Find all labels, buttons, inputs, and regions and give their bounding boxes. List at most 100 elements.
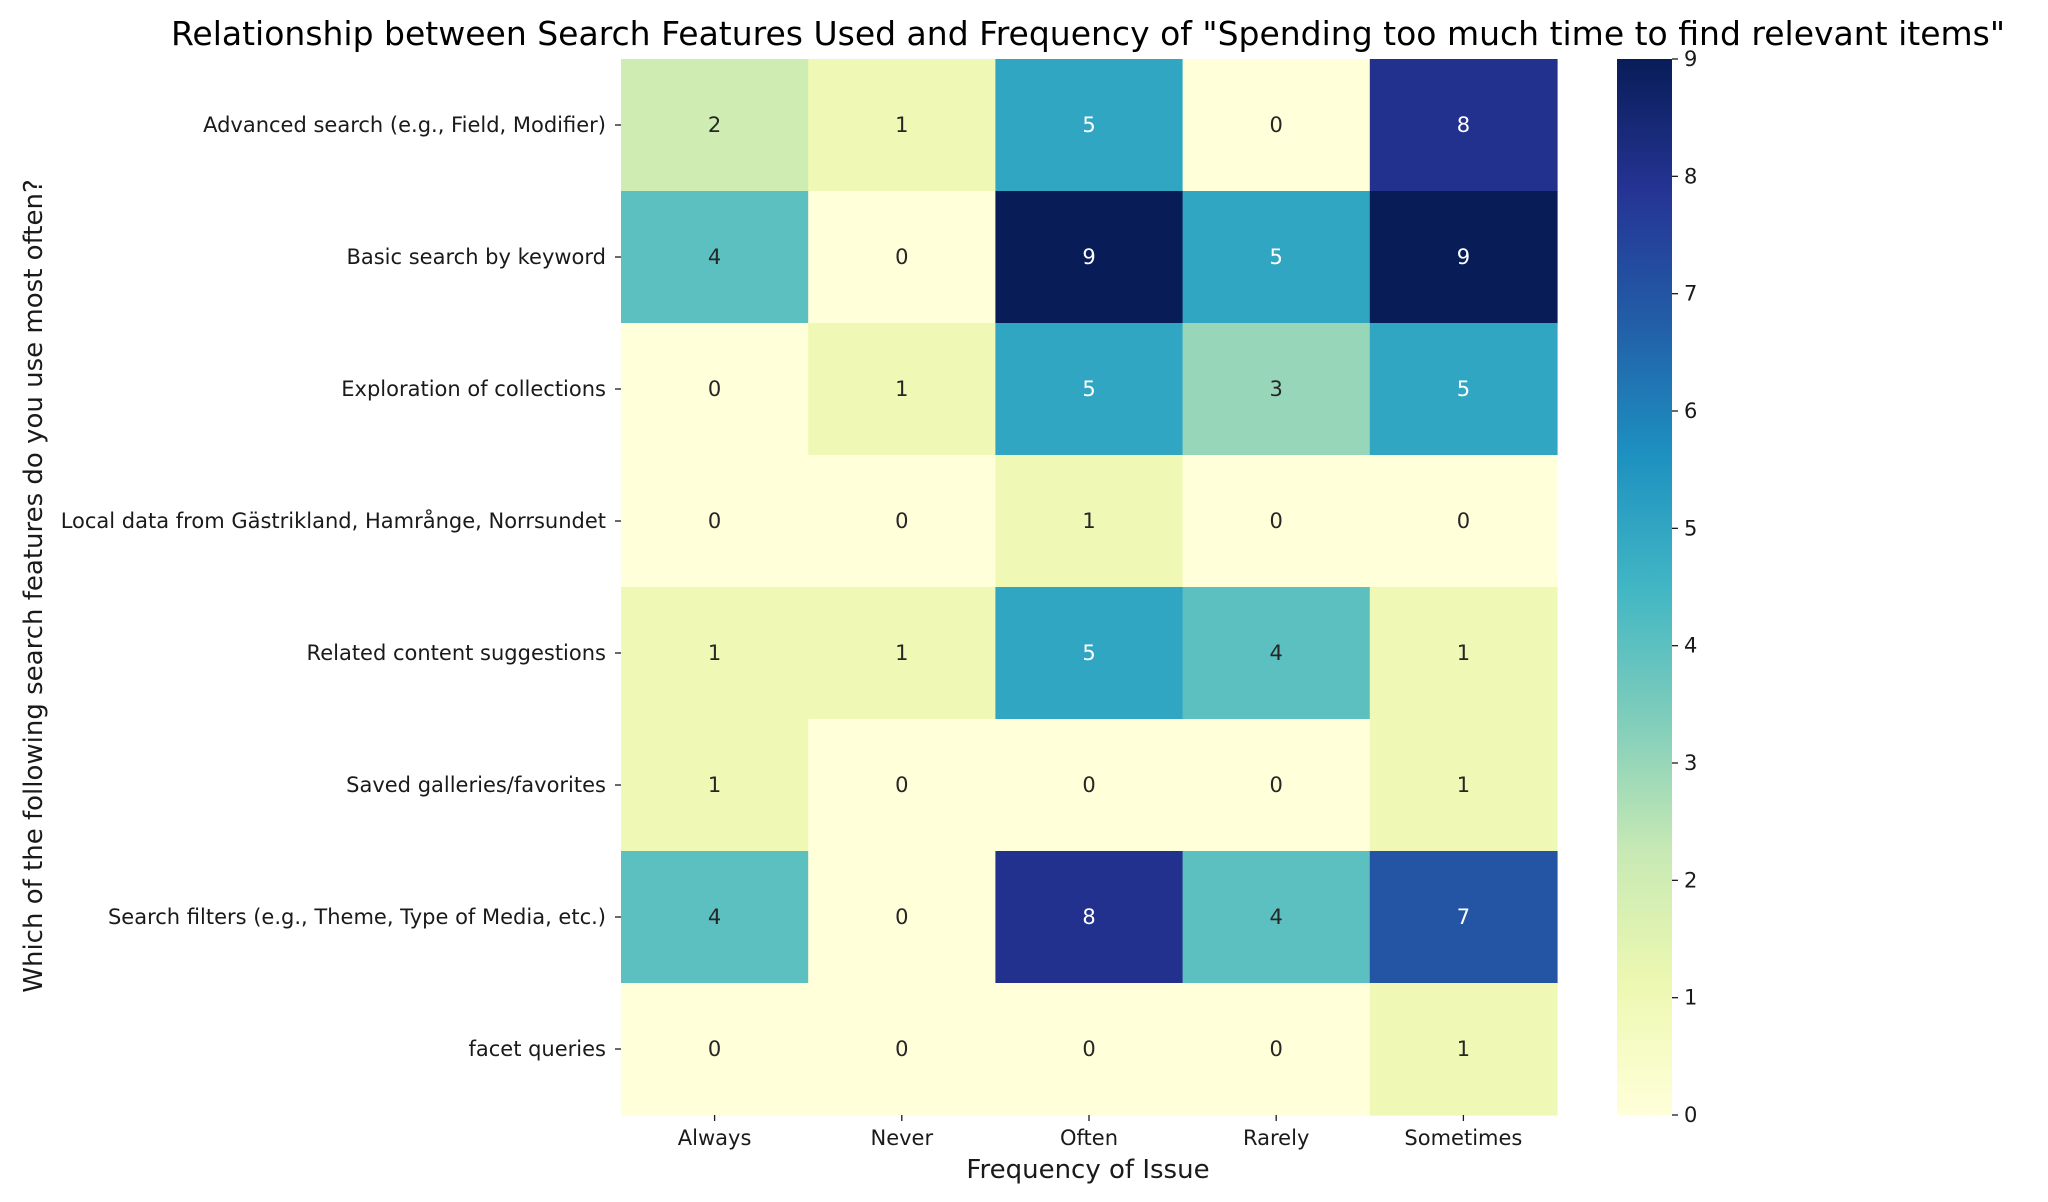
y-tick-label-search-filters-e-g-theme-type-of-media-etc: Search filters (e.g., Theme, Type of Med… xyxy=(108,905,606,929)
y-axis-label: Which of the following search features d… xyxy=(19,179,49,992)
cell-value-label: 0 xyxy=(895,905,908,929)
y-tick-label-related-content-suggestions: Related content suggestions xyxy=(307,641,606,665)
cell-value-label: 0 xyxy=(895,245,908,269)
cell-value-label: 7 xyxy=(1457,905,1470,929)
heatmap-cell-3-4 xyxy=(1369,455,1558,588)
heatmap-cell-0-2 xyxy=(995,59,1184,192)
cell-value-label: 4 xyxy=(708,245,721,269)
cell-value-label: 1 xyxy=(1457,773,1470,797)
heatmap-cells xyxy=(621,59,1558,1116)
heatmap-cell-2-3 xyxy=(1182,323,1371,456)
heatmap-cell-2-0 xyxy=(621,323,809,456)
cell-value-label: 0 xyxy=(1270,113,1283,137)
colorbar-tick-label-6: 6 xyxy=(1684,399,1697,423)
heatmap-cell-7-2 xyxy=(995,983,1184,1116)
cell-value-label: 0 xyxy=(895,773,908,797)
heatmap-cell-3-2 xyxy=(995,455,1184,588)
heatmap-cell-5-0 xyxy=(621,719,809,852)
x-axis: Always Never Often Rarely Sometimes xyxy=(678,1115,1522,1150)
heatmap-cell-5-1 xyxy=(808,719,996,852)
cell-value-label: 0 xyxy=(1270,773,1283,797)
cell-value-label: 4 xyxy=(1270,905,1283,929)
colorbar-tick-label-3: 3 xyxy=(1684,751,1697,775)
heatmap-cell-1-0 xyxy=(621,191,809,324)
cell-value-label: 2 xyxy=(708,113,721,137)
heatmap-cell-1-3 xyxy=(1182,191,1371,324)
heatmap-cell-3-0 xyxy=(621,455,809,588)
x-tick-label-always: Always xyxy=(678,1126,752,1150)
heatmap-cell-7-1 xyxy=(808,983,996,1116)
heatmap-cell-7-3 xyxy=(1182,983,1371,1116)
cell-value-label: 0 xyxy=(708,377,721,401)
heatmap-cell-6-4 xyxy=(1369,851,1558,984)
y-tick-label-saved-galleries-favorites: Saved galleries/favorites xyxy=(346,773,606,797)
cell-value-label: 8 xyxy=(1082,905,1095,929)
heatmap-cell-6-3 xyxy=(1182,851,1371,984)
heatmap-cell-4-2 xyxy=(995,587,1184,720)
y-axis: Advanced search (e.g., Field, Modifier) B… xyxy=(61,113,621,1061)
cell-value-label: 0 xyxy=(708,1037,721,1061)
heatmap-cell-4-4 xyxy=(1369,587,1558,720)
x-tick-label-sometimes: Sometimes xyxy=(1404,1126,1522,1150)
cell-value-label: 1 xyxy=(895,641,908,665)
colorbar-tick-label-0: 0 xyxy=(1684,1103,1697,1127)
heatmap-cell-7-0 xyxy=(621,983,809,1116)
cell-value-label: 5 xyxy=(1457,377,1470,401)
cell-value-label: 1 xyxy=(895,113,908,137)
x-tick-label-never: Never xyxy=(870,1126,933,1150)
cell-value-label: 0 xyxy=(895,509,908,533)
heatmap-cell-6-1 xyxy=(808,851,996,984)
cell-value-label: 0 xyxy=(1270,509,1283,533)
colorbar-tick-label-8: 8 xyxy=(1684,164,1697,188)
y-tick-label-advanced-search-e-g-field-modifier: Advanced search (e.g., Field, Modifier) xyxy=(203,113,606,137)
x-tick-label-rarely: Rarely xyxy=(1243,1126,1309,1150)
cell-value-label: 0 xyxy=(895,1037,908,1061)
heatmap-cell-5-4 xyxy=(1369,719,1558,852)
heatmap-cell-labels: 2 1 5 0 8 4 0 9 5 9 0 1 5 3 5 0 0 1 0 0 1 1 5 4 1 1 0 0 0 1 4 0 8 4 7 0 0 0 0 1 xyxy=(708,113,1470,1061)
cell-value-label: 0 xyxy=(708,509,721,533)
cell-value-label: 1 xyxy=(708,641,721,665)
cell-value-label: 5 xyxy=(1270,245,1283,269)
heatmap-cell-5-2 xyxy=(995,719,1184,852)
colorbar-tick-label-5: 5 xyxy=(1684,516,1697,540)
colorbar-tick-label-1: 1 xyxy=(1684,986,1697,1010)
heatmap-cell-2-1 xyxy=(808,323,996,456)
heatmap-cell-5-3 xyxy=(1182,719,1371,852)
heatmap-cell-0-3 xyxy=(1182,59,1371,192)
heatmap-cell-0-4 xyxy=(1369,59,1558,192)
colorbar-tick-label-2: 2 xyxy=(1684,868,1697,892)
cell-value-label: 0 xyxy=(1082,1037,1095,1061)
heatmap-cell-4-1 xyxy=(808,587,996,720)
chart-title: Relationship between Search Features Use… xyxy=(171,14,2005,53)
colorbar-tick-label-7: 7 xyxy=(1684,282,1697,306)
cell-value-label: 4 xyxy=(708,905,721,929)
heatmap-cell-1-4 xyxy=(1369,191,1558,324)
heatmap-cell-1-1 xyxy=(808,191,996,324)
y-tick-label-local-data-from-g-strikland-hamr-nge-norrsundet: Local data from Gästrikland, Hamrånge, N… xyxy=(61,508,606,533)
cell-value-label: 5 xyxy=(1082,377,1095,401)
cell-value-label: 0 xyxy=(1082,773,1095,797)
cell-value-label: 3 xyxy=(1270,377,1283,401)
cell-value-label: 9 xyxy=(1457,245,1470,269)
y-tick-label-facet-queries: facet queries xyxy=(468,1037,606,1061)
cell-value-label: 5 xyxy=(1082,641,1095,665)
cell-value-label: 1 xyxy=(1082,509,1095,533)
y-tick-label-exploration-of-collections: Exploration of collections xyxy=(341,377,606,401)
x-tick-label-often: Often xyxy=(1060,1126,1118,1150)
cell-value-label: 0 xyxy=(1457,509,1470,533)
cell-value-label: 4 xyxy=(1270,641,1283,665)
cell-value-label: 0 xyxy=(1270,1037,1283,1061)
heatmap-cell-1-2 xyxy=(995,191,1184,324)
heatmap-cell-6-2 xyxy=(995,851,1184,984)
heatmap-cell-6-0 xyxy=(621,851,809,984)
colorbar-tick-label-4: 4 xyxy=(1684,634,1697,658)
colorbar-tick-label-9: 9 xyxy=(1684,47,1697,71)
heatmap-cell-3-1 xyxy=(808,455,996,588)
cell-value-label: 1 xyxy=(708,773,721,797)
heatmap-cell-3-3 xyxy=(1182,455,1371,588)
colorbar xyxy=(1617,59,1672,1115)
y-tick-label-basic-search-by-keyword: Basic search by keyword xyxy=(346,245,606,269)
heatmap-cell-2-4 xyxy=(1369,323,1558,456)
x-axis-label: Frequency of Issue xyxy=(966,1155,1209,1185)
